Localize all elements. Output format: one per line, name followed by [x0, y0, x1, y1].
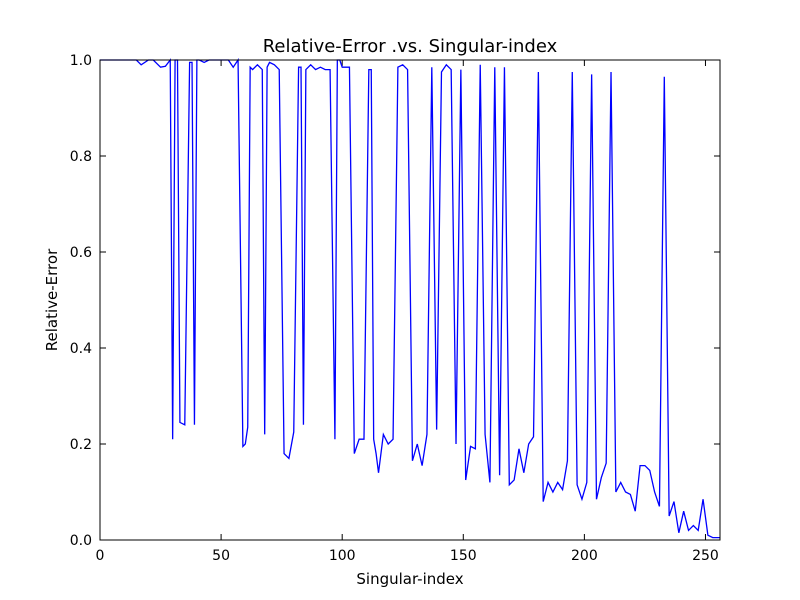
tick-labels: 0 50 100 150 200 250 0.0 0.2 0.4 0.6 0.8 1.0: [70, 53, 719, 564]
y-tick-label: 0.6: [70, 245, 92, 261]
y-tick-label: 0.0: [70, 533, 92, 549]
x-tick-label: 200: [571, 548, 598, 564]
chart-title: Relative-Error .vs. Singular-index: [263, 36, 558, 57]
x-tick-label: 100: [329, 548, 356, 564]
y-tick-label: 0.4: [70, 341, 92, 357]
series-line: [100, 57, 720, 539]
y-tick-label: 0.2: [70, 437, 92, 453]
x-axis-title: Singular-index: [356, 570, 463, 588]
x-tick-label: 50: [212, 548, 230, 564]
x-tick-label: 0: [96, 548, 105, 564]
x-tick-label: 250: [692, 548, 719, 564]
x-tick-label: 150: [450, 548, 477, 564]
y-tick-label: 0.8: [70, 149, 92, 165]
y-tick-label: 1.0: [70, 53, 92, 69]
y-axis-title: Relative-Error: [43, 248, 61, 351]
plot-frame: [99, 59, 721, 541]
